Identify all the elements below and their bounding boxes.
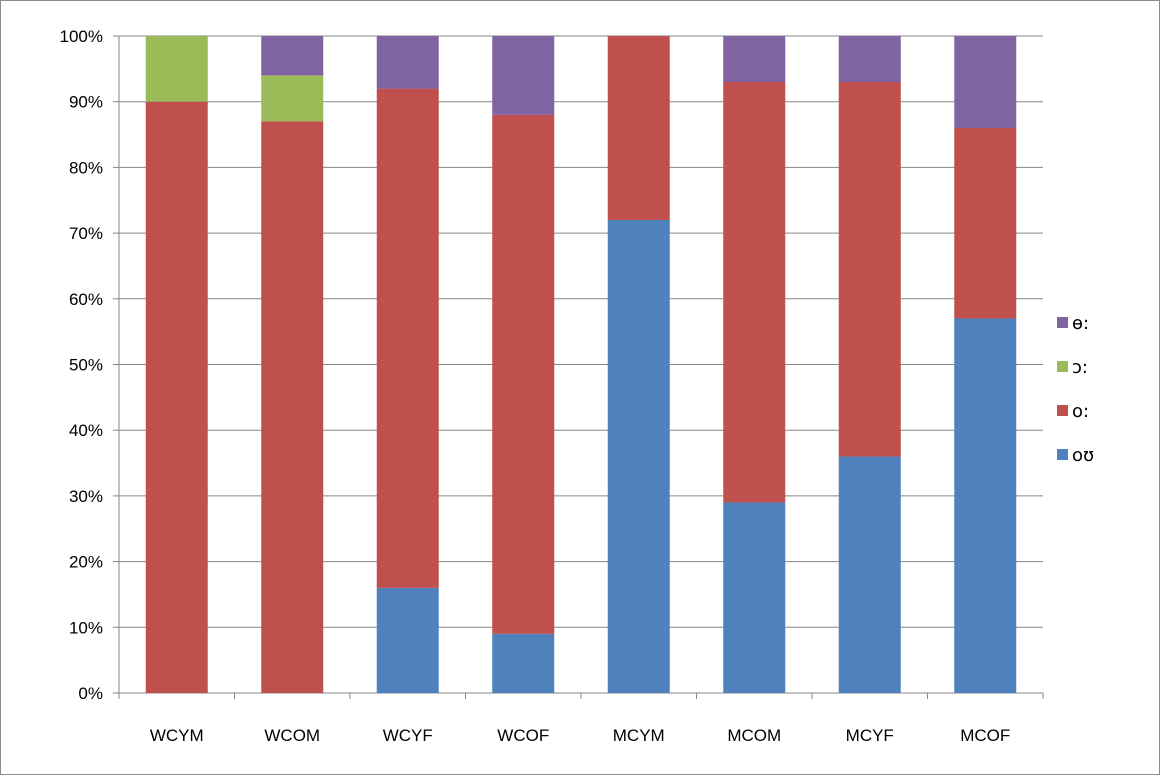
legend-swatch — [1057, 449, 1068, 460]
legend-swatch — [1057, 317, 1068, 328]
bar-segment-wcom-series-2 — [261, 75, 324, 122]
bar-segment-wcyf-series-0 — [376, 587, 439, 693]
y-tick-label: 0% — [78, 684, 103, 703]
legend-label: ɵ: — [1072, 313, 1089, 334]
bar-segment-wcym-series-2 — [145, 36, 208, 102]
bar-segment-mcom-series-3 — [723, 36, 786, 82]
x-tick-label: MCYF — [846, 726, 894, 745]
x-tick-label: WCYM — [150, 726, 204, 745]
x-tick-label: MCYM — [613, 726, 665, 745]
y-tick-label: 70% — [69, 224, 103, 243]
bar-segment-wcyf-series-3 — [376, 36, 439, 89]
bar-segment-mcom-series-0 — [723, 502, 786, 693]
bar-segment-wcof-series-0 — [492, 633, 555, 693]
y-tick-label: 40% — [69, 421, 103, 440]
legend-swatch — [1057, 405, 1068, 416]
legend-label: o: — [1072, 401, 1089, 422]
bar-segment-wcom-series-3 — [261, 36, 324, 76]
x-tick-label: WCOF — [497, 726, 549, 745]
bar-segment-wcof-series-1 — [492, 114, 555, 634]
bar-segment-wcyf-series-1 — [376, 88, 439, 588]
legend-label: oʊ — [1072, 445, 1094, 466]
x-tick-label: WCOM — [264, 726, 320, 745]
y-tick-label: 10% — [69, 618, 103, 637]
x-tick-label: WCYF — [383, 726, 433, 745]
y-tick-label: 20% — [69, 553, 103, 572]
y-tick-label: 100% — [60, 27, 103, 46]
x-tick-label: MCOF — [960, 726, 1010, 745]
bar-segment-mcof-series-3 — [954, 36, 1017, 128]
y-tick-label: 80% — [69, 158, 103, 177]
x-tick-label: MCOM — [727, 726, 781, 745]
bar-segment-wcom-series-1 — [261, 121, 324, 693]
y-tick-label: 60% — [69, 290, 103, 309]
y-tick-label: 50% — [69, 356, 103, 375]
bar-segment-mcom-series-1 — [723, 81, 786, 503]
y-tick-label: 90% — [69, 93, 103, 112]
y-tick-label: 30% — [69, 487, 103, 506]
bar-segment-mcym-series-0 — [607, 219, 670, 693]
bar-segment-mcyf-series-0 — [838, 456, 901, 693]
bar-segment-wcym-series-1 — [145, 101, 208, 693]
bar-segment-mcyf-series-1 — [838, 81, 901, 457]
legend-label: ɔ: — [1072, 357, 1088, 378]
bar-segment-mcof-series-0 — [954, 318, 1017, 693]
bar-segment-mcof-series-1 — [954, 127, 1017, 319]
legend-swatch — [1057, 361, 1068, 372]
bar-segment-mcyf-series-3 — [838, 36, 901, 82]
bar-segment-wcof-series-3 — [492, 36, 555, 115]
bar-segment-mcym-series-1 — [607, 36, 670, 220]
